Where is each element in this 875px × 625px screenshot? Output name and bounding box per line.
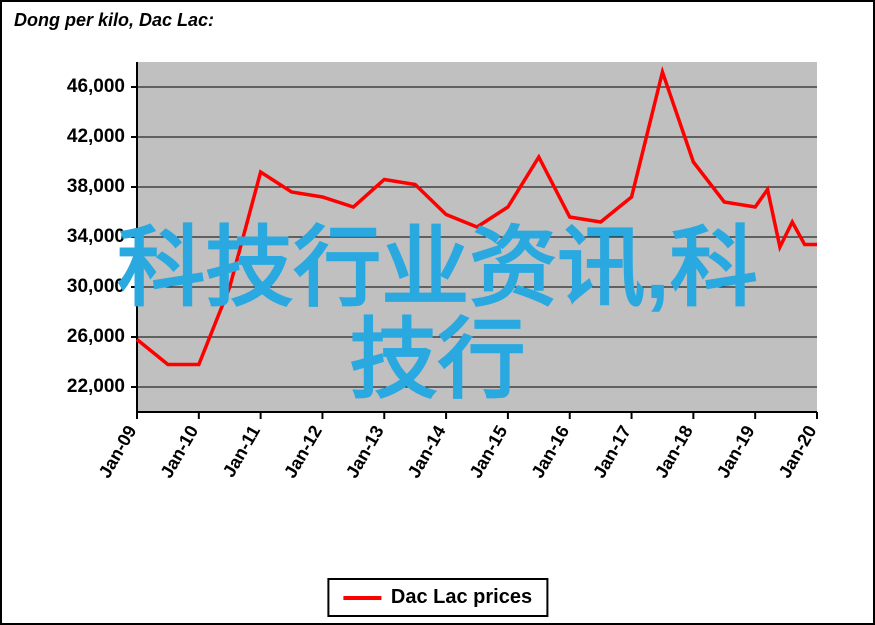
svg-text:Jan-17: Jan-17 <box>589 422 635 481</box>
svg-text:26,000: 26,000 <box>67 326 125 347</box>
chart-frame: Dong per kilo, Dac Lac: 22,000 26,000 30,0… <box>0 0 875 625</box>
svg-text:30,000: 30,000 <box>67 276 125 297</box>
y-tick-labels: 22,000 26,000 30,000 34,000 38,000 42,000 46,0… <box>67 76 125 397</box>
svg-text:Jan-18: Jan-18 <box>651 422 697 481</box>
svg-text:Jan-14: Jan-14 <box>404 422 450 481</box>
svg-text:Jan-15: Jan-15 <box>466 422 512 481</box>
x-tick-marks <box>137 412 817 419</box>
svg-text:Jan-20: Jan-20 <box>775 422 821 481</box>
chart-area: 22,000 26,000 30,000 34,000 38,000 42,000 46,0… <box>37 52 837 552</box>
svg-text:22,000: 22,000 <box>67 376 125 397</box>
svg-text:Jan-16: Jan-16 <box>527 422 573 481</box>
line-chart-svg: 22,000 26,000 30,000 34,000 38,000 42,000 46,0… <box>37 52 837 552</box>
svg-text:Jan-10: Jan-10 <box>156 422 202 481</box>
x-tick-labels: Jan-09 Jan-10 Jan-11 Jan-12 Jan-13 Jan-14 Jan-… <box>95 422 821 481</box>
svg-text:Jan-13: Jan-13 <box>342 422 388 481</box>
svg-text:Jan-19: Jan-19 <box>713 422 759 481</box>
legend: Dac Lac prices <box>327 578 548 617</box>
svg-text:Jan-09: Jan-09 <box>95 422 141 481</box>
svg-text:38,000: 38,000 <box>67 176 125 197</box>
svg-text:Jan-11: Jan-11 <box>219 422 264 481</box>
legend-label: Dac Lac prices <box>391 586 532 609</box>
svg-text:42,000: 42,000 <box>67 126 125 147</box>
svg-text:Jan-12: Jan-12 <box>280 422 326 481</box>
svg-text:46,000: 46,000 <box>67 76 125 97</box>
svg-text:34,000: 34,000 <box>67 226 125 247</box>
legend-swatch <box>343 596 381 600</box>
chart-title: Dong per kilo, Dac Lac: <box>14 10 214 31</box>
